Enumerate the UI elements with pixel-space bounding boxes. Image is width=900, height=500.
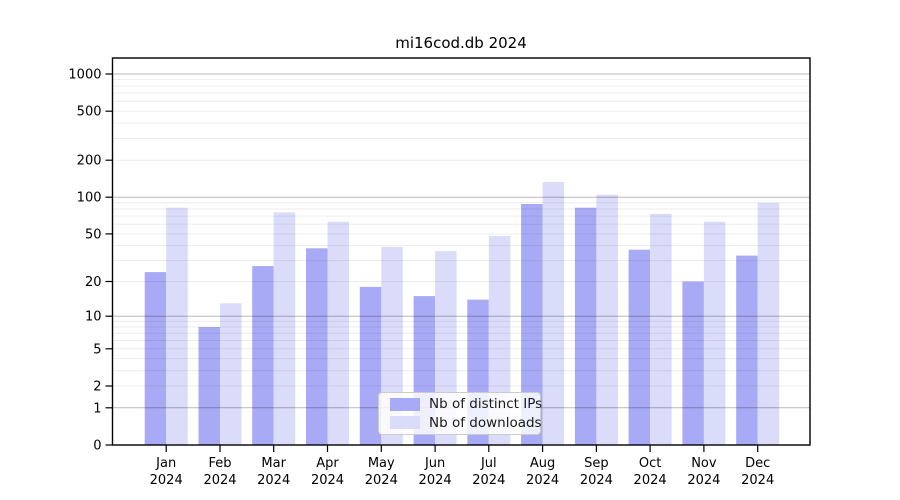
bar-downloads-oct — [650, 213, 672, 445]
x-tick-month-label: Jul — [480, 456, 497, 471]
x-tick-year-label: 2024 — [257, 473, 290, 488]
y-tick-label: 5 — [93, 342, 101, 357]
x-tick-year-label: 2024 — [150, 473, 183, 488]
legend-item-distinct-ips: Nb of distinct IPs — [385, 396, 542, 412]
bar-downloads-dec — [757, 202, 780, 445]
x-tick-month-label: Feb — [208, 456, 231, 471]
x-tick-year-label: 2024 — [526, 473, 559, 488]
x-tick-month-label: Oct — [639, 456, 661, 471]
bar-ips-nov — [682, 281, 704, 445]
x-tick-year-label: 2024 — [472, 473, 505, 488]
x-tick-month-label: Apr — [316, 456, 339, 471]
x-tick-month-label: Mar — [261, 456, 286, 471]
bar-ips-dec — [736, 255, 758, 445]
x-tick-month-label: Aug — [530, 456, 555, 471]
y-tick-label: 500 — [77, 105, 102, 120]
legend-swatch-distinct-ips — [390, 397, 420, 411]
legend-label-distinct-ips: Nb of distinct IPs — [429, 396, 543, 413]
legend-swatch-downloads — [390, 416, 420, 430]
bar-downloads-jan — [166, 207, 188, 445]
x-tick-year-label: 2024 — [419, 473, 452, 488]
legend: Nb of distinct IPs Nb of downloads — [378, 392, 542, 435]
y-tick-label: 10 — [85, 310, 102, 325]
bar-ips-apr — [306, 248, 328, 445]
x-tick-month-label: Jan — [155, 456, 176, 471]
legend-label-downloads: Nb of downloads — [429, 414, 542, 431]
x-tick-month-label: May — [368, 456, 395, 471]
x-tick-month-label: Jun — [424, 456, 445, 471]
y-tick-label: 200 — [77, 154, 102, 169]
x-tick-year-label: 2024 — [580, 473, 613, 488]
x-tick-month-label: Nov — [691, 456, 717, 471]
bar-downloads-mar — [273, 212, 296, 445]
bar-downloads-aug — [542, 182, 565, 445]
x-tick-year-label: 2024 — [634, 473, 667, 488]
y-tick-label: 50 — [85, 227, 102, 242]
bar-ips-mar — [252, 266, 274, 445]
y-tick-label: 2 — [93, 380, 101, 395]
chart-title: mi16cod.db 2024 — [395, 34, 527, 52]
x-tick-month-label: Dec — [745, 456, 770, 471]
bar-ips-may — [359, 286, 382, 445]
x-tick-year-label: 2024 — [311, 473, 344, 488]
x-tick-year-label: 2024 — [687, 473, 720, 488]
x-tick-month-label: Sep — [584, 456, 609, 471]
bar-ips-sep — [574, 207, 597, 445]
x-tick-year-label: 2024 — [203, 473, 236, 488]
bar-ips-feb — [198, 327, 220, 445]
y-tick-label: 1 — [93, 401, 101, 416]
y-tick-label: 100 — [77, 191, 102, 206]
bar-downloads-sep — [596, 194, 618, 445]
bar-ips-aug — [521, 204, 543, 445]
bar-downloads-feb — [220, 303, 242, 445]
x-tick-year-label: 2024 — [365, 473, 398, 488]
y-tick-label: 20 — [85, 275, 102, 290]
bar-ips-oct — [628, 249, 651, 445]
x-tick-year-label: 2024 — [741, 473, 774, 488]
bar-downloads-nov — [703, 221, 726, 445]
legend-item-downloads: Nb of downloads — [385, 415, 542, 431]
y-tick-label: 0 — [93, 439, 101, 454]
y-tick-label: 1000 — [68, 68, 101, 83]
bar-downloads-apr — [327, 221, 349, 445]
plot-frame — [111, 57, 811, 446]
bar-ips-jan — [144, 272, 167, 445]
